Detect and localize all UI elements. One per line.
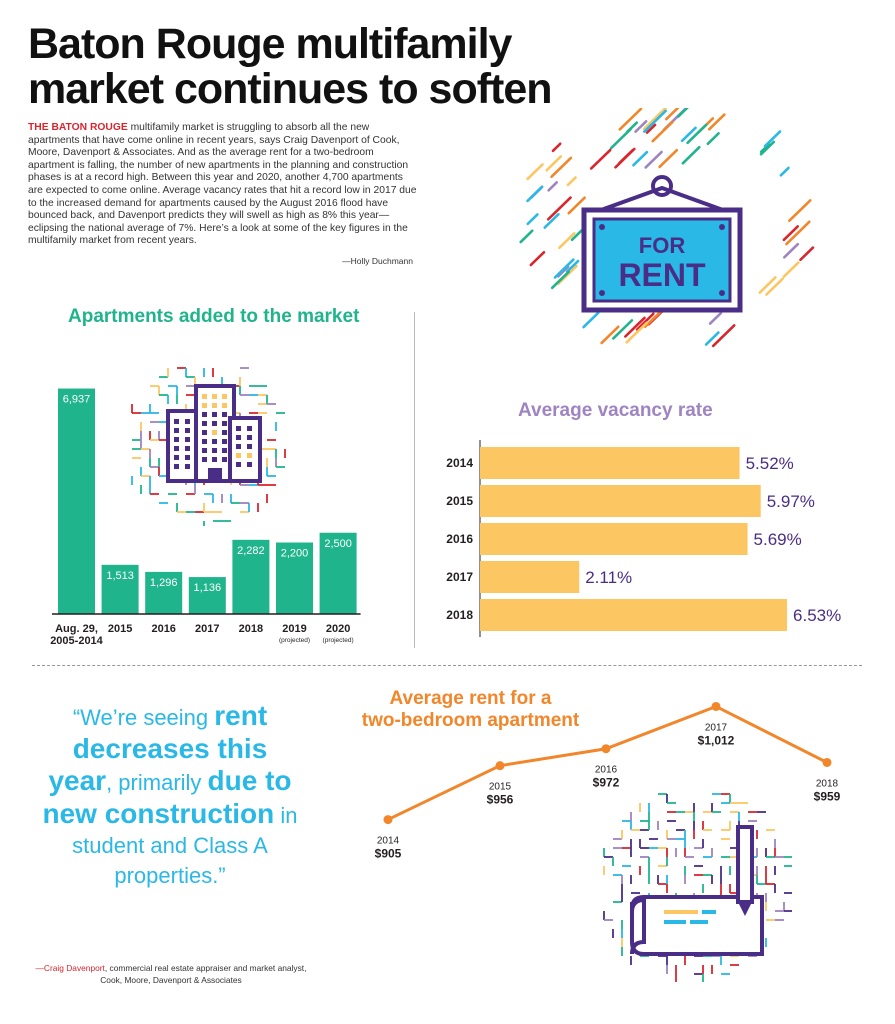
x-tick-label: 2015 [489,782,512,793]
category-label: 2016 [446,532,473,546]
rent-value-label: $905 [375,847,402,861]
pull-quote: “We’re seeing rent decreases this year, … [40,700,300,891]
category-label: 2016 [151,623,175,635]
bar-value-label: 2.11% [585,568,632,587]
bar-value-label: 5.69% [754,530,802,549]
category-label: 2005-2014 [50,635,103,647]
x-tick-label: 2016 [595,765,618,776]
rent-value-label: $959 [814,789,841,803]
rent-point [601,744,611,754]
category-label: 2017 [195,623,219,635]
x-tick-label: 2017 [705,722,728,733]
vertical-divider [414,312,415,648]
rent-chart-title-line-2: two-bedroom apartment [361,710,580,731]
category-label: 2014 [446,456,473,470]
bar-value-label: 2,282 [237,545,265,557]
vacancy-bar-chart: 2014 5.52% 2015 5.97% 2016 5.69% 2017 2.11% 2018… [446,440,841,637]
apartment-building-illustration [131,367,286,526]
sign-rivet [599,224,605,230]
headline-line-1: Baton Rouge multifamily [28,20,512,68]
bar-value-label: 1,136 [194,582,222,594]
apartments-chart-title: Apartments added to the market [68,306,360,327]
intro-lead: THE BATON ROUGE [28,122,128,133]
headline: Baton Rouge multifamily market continues… [28,22,628,112]
bar-apartments-6 [319,532,357,614]
sign-panel [592,217,732,303]
rent-point [822,757,832,767]
quote-part-1: “We’re seeing [72,705,215,730]
sign-text-rent: RENT [618,257,706,293]
category-label: 2019 [282,623,306,635]
sign-rivet [719,224,725,230]
vacancy-chart-title: Average vacancy rate [518,400,713,421]
category-label: 2018 [239,623,263,635]
horizontal-divider [32,665,862,666]
category-label: Aug. 29, [55,623,98,635]
category-label: 2017 [446,570,473,584]
category-note: (projected) [279,637,310,644]
rent-value-label: $956 [487,793,514,807]
category-label: 2018 [446,608,473,622]
bar-value-label: 6.53% [793,606,841,625]
bar-value-label: 5.97% [767,492,815,511]
x-tick-label: 2014 [377,836,400,847]
sign-rivet [599,290,605,296]
bar-vacancy-3 [480,561,580,593]
blueprint-illustration [603,793,792,982]
byline: —Holly Duchmann [342,256,413,266]
bar-value-label: 1,296 [150,577,178,589]
quote-part-4: due to new construction [42,765,292,829]
attribution-name: —Craig Davenport [35,963,105,973]
intro-paragraph: THE BATON ROUGE multifamily market is st… [28,122,420,248]
bar-apartments-5 [276,542,313,614]
sign-rivet [719,290,725,296]
rent-line-chart: 2014$905 2015$956 2016$972 2017$1,012 2018$9… [375,701,841,861]
rent-value-label: $972 [593,776,620,790]
building-icon [166,384,262,483]
for-rent-sign-illustration: FOR RENT [519,108,815,348]
bar-value-label: 2,500 [324,538,352,550]
sign-text-for: FOR [639,233,686,258]
category-label: 2015 [108,623,132,635]
intro-body: multifamily market is struggling to abso… [28,122,417,247]
rent-chart-title: Average rent for a two-bedroom apartment [338,688,603,732]
bar-vacancy-1 [480,485,761,517]
rent-point [495,761,505,771]
bar-value-label: 2,200 [281,548,309,560]
category-label: 2015 [446,494,473,508]
quote-part-2: rent decreases this year [48,700,268,796]
bar-apartments-3 [188,577,226,614]
hanger-string [589,185,735,216]
bar-apartments-0 [58,388,95,614]
quote-part-5: in student and Class A properties.” [72,803,298,888]
bar-value-label: 1,513 [106,570,134,582]
rent-point [711,701,721,711]
rent-line [387,704,828,821]
rent-chart-title-line-1: Average rent for a [389,688,552,709]
bar-apartments-1 [101,564,139,614]
x-tick-label: 2018 [816,778,839,789]
bar-vacancy-4 [480,599,788,631]
bar-apartments-2 [145,571,183,614]
blueprint-icon [630,825,764,956]
bar-value-label: 5.52% [746,454,794,473]
apartments-bar-chart: 6,937 Aug. 29,2005-2014 1,513 2015 1,296 2016… [50,388,361,647]
category-note: (projected) [323,637,354,644]
decorative-dashes [519,108,815,348]
rent-value-label: $1,012 [698,733,735,747]
attribution-title: , commercial real estate appraiser and m… [100,963,307,985]
bar-vacancy-2 [480,523,748,555]
headline-line-2: market continues to soften [28,65,553,113]
bar-vacancy-0 [480,447,740,479]
bar-apartments-4 [232,539,270,614]
rent-point [383,815,393,825]
quote-attribution: —Craig Davenport, commercial real estate… [28,962,314,986]
category-label: 2020 [326,623,350,635]
quote-part-3: , primarily [106,770,208,795]
bar-value-label: 6,937 [63,394,91,406]
